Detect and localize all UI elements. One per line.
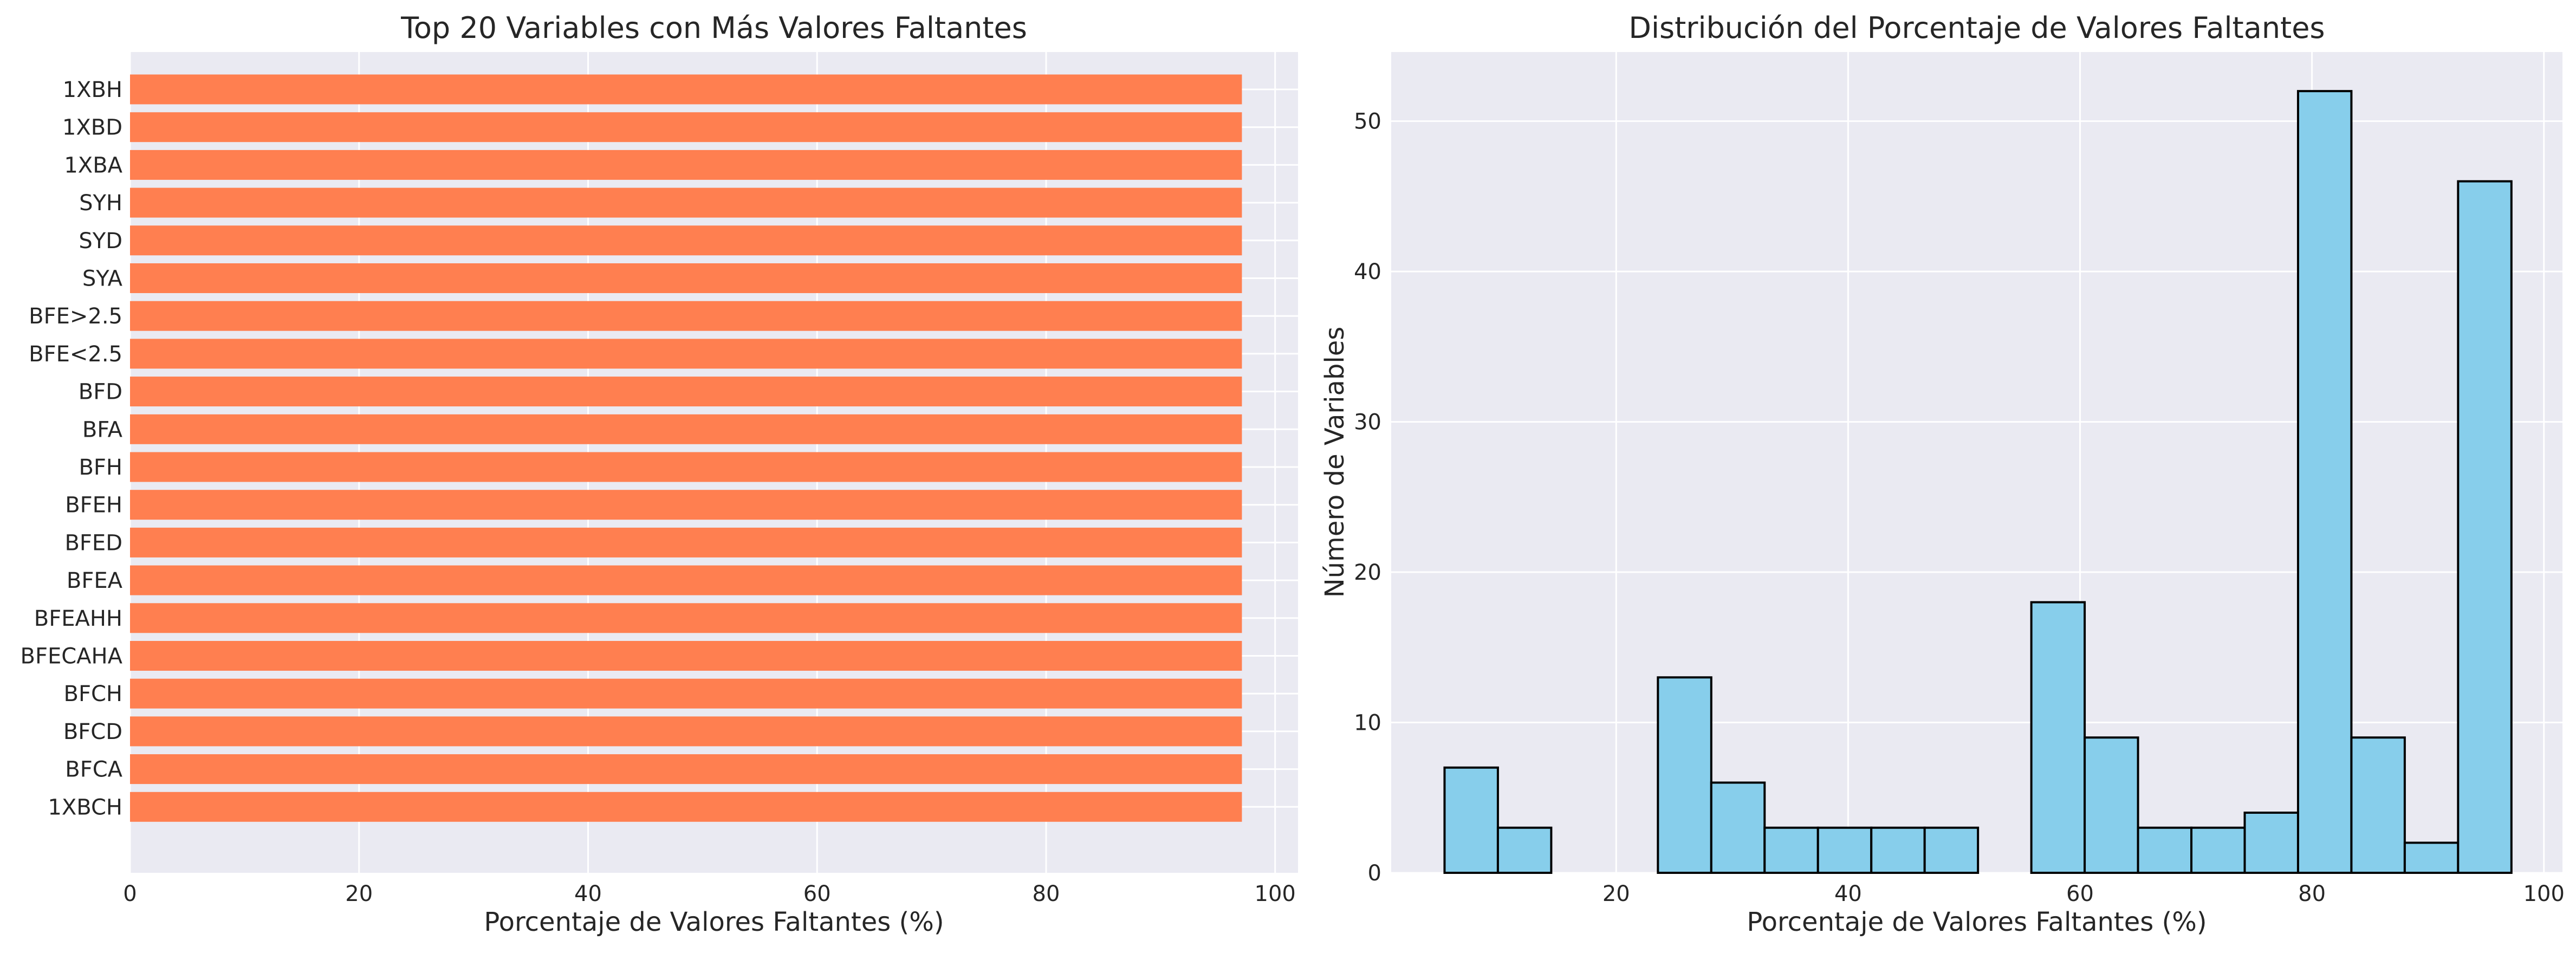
bar <box>130 414 1242 444</box>
y-tick-label: SYA <box>82 267 123 291</box>
y-tick-label: 40 <box>1354 260 1381 284</box>
y-tick-label: BFE<2.5 <box>29 342 122 367</box>
bar <box>130 565 1242 595</box>
histogram-bin <box>2137 826 2193 874</box>
bar <box>130 527 1242 557</box>
histogram-bin <box>1443 766 1499 874</box>
x-tick-label: 40 <box>1834 881 1862 906</box>
histogram-bin <box>1496 826 1553 874</box>
y-tick-label: 0 <box>1368 861 1381 886</box>
bar <box>130 490 1242 520</box>
histogram-bin <box>1816 826 1873 874</box>
y-tick-label: BFCD <box>63 719 122 744</box>
y-tick-label: 20 <box>1354 560 1381 585</box>
y-tick-label: BFEA <box>67 568 123 593</box>
x-tick-label: 100 <box>2523 881 2565 906</box>
y-tick-label: BFCH <box>64 682 122 706</box>
x-tick-labels: 0 20 40 60 80 100 <box>123 881 1296 906</box>
y-tick-label: 1XBH <box>63 77 122 102</box>
x-axis-label: Porcentaje de Valores Faltantes (%) <box>484 907 944 937</box>
x-tick-label: 60 <box>2066 881 2094 906</box>
y-tick-label: BFED <box>64 530 122 555</box>
histogram-bin <box>2403 841 2460 874</box>
x-tick-label: 0 <box>123 881 137 906</box>
x-tick-label: 20 <box>345 881 373 906</box>
y-tick-label: 1XBD <box>62 115 122 140</box>
bar <box>130 641 1242 671</box>
bar <box>130 263 1242 293</box>
x-tick-label: 80 <box>1033 881 1060 906</box>
bar <box>130 792 1242 822</box>
bar <box>130 301 1242 331</box>
bars <box>130 74 1242 822</box>
histogram-missing-distribution: 0 10 20 30 40 50 20 40 60 80 100 Distribución del… <box>1320 11 2565 937</box>
bar <box>130 150 1242 180</box>
bar-chart-top-variables: 1XBH 1XBD 1XBA SYH SYD SYA BFE>2.5 BFE<2.5 BFD BF… <box>21 11 1298 937</box>
histogram-bin <box>2457 180 2513 874</box>
bar <box>130 452 1242 482</box>
histogram-bin <box>2350 736 2406 874</box>
bar <box>130 603 1242 633</box>
histogram-bin <box>2190 826 2246 874</box>
histogram-bin <box>2296 90 2353 874</box>
y-tick-label: BFE>2.5 <box>29 304 122 329</box>
histogram-bin <box>1657 676 1712 874</box>
histogram-bin <box>2030 601 2086 874</box>
x-tick-label: 60 <box>803 881 831 906</box>
bar <box>130 225 1242 256</box>
histogram-bin <box>1710 781 1766 874</box>
bar <box>130 74 1242 105</box>
bar <box>130 339 1242 369</box>
y-tick-labels: 1XBH 1XBD 1XBA SYH SYD SYA BFE>2.5 BFE<2.5 BFD BF… <box>21 77 123 820</box>
histogram-bin <box>1923 826 1980 874</box>
chart-title: Distribución del Porcentaje de Valores F… <box>1628 11 2325 45</box>
histogram-bin <box>2084 736 2139 874</box>
histogram-bin <box>2243 812 2299 874</box>
y-tick-label: BFCA <box>65 757 122 782</box>
x-tick-label: 80 <box>2298 881 2326 906</box>
y-tick-labels: 0 10 20 30 40 50 <box>1354 109 1381 886</box>
x-tick-label: 20 <box>1602 881 1630 906</box>
bar <box>130 678 1242 709</box>
x-tick-label: 40 <box>574 881 602 906</box>
histogram-bin <box>1870 826 1926 874</box>
x-tick-label: 100 <box>1255 881 1296 906</box>
y-tick-label: BFA <box>82 417 123 442</box>
x-tick-labels: 20 40 60 80 100 <box>1602 881 2565 906</box>
bar <box>130 187 1242 218</box>
chart-title: Top 20 Variables con Más Valores Faltant… <box>400 11 1027 45</box>
y-tick-label: SYH <box>79 191 122 216</box>
x-axis-label: Porcentaje de Valores Faltantes (%) <box>1747 907 2207 937</box>
y-tick-label: 1XBA <box>64 153 122 178</box>
y-tick-label: BFEH <box>65 493 122 518</box>
y-tick-label: 10 <box>1354 711 1381 736</box>
y-tick-label: SYD <box>79 229 122 254</box>
y-axis-label: Número de Variables <box>1320 327 1350 598</box>
histogram-bin <box>1763 826 1819 874</box>
y-tick-label: 1XBCH <box>48 795 122 820</box>
y-tick-label: BFECAHA <box>21 644 123 669</box>
y-tick-label: BFH <box>79 455 122 480</box>
y-tick-label: 30 <box>1354 410 1381 435</box>
y-tick-label: 50 <box>1354 109 1381 134</box>
bar <box>130 716 1242 747</box>
y-tick-label: BFD <box>79 380 122 405</box>
bar <box>130 377 1242 407</box>
plot-area <box>1391 52 2562 873</box>
bar <box>130 112 1242 142</box>
y-tick-label: BFEAHH <box>34 606 122 631</box>
bar <box>130 754 1242 785</box>
histogram-bins <box>1443 90 2513 874</box>
